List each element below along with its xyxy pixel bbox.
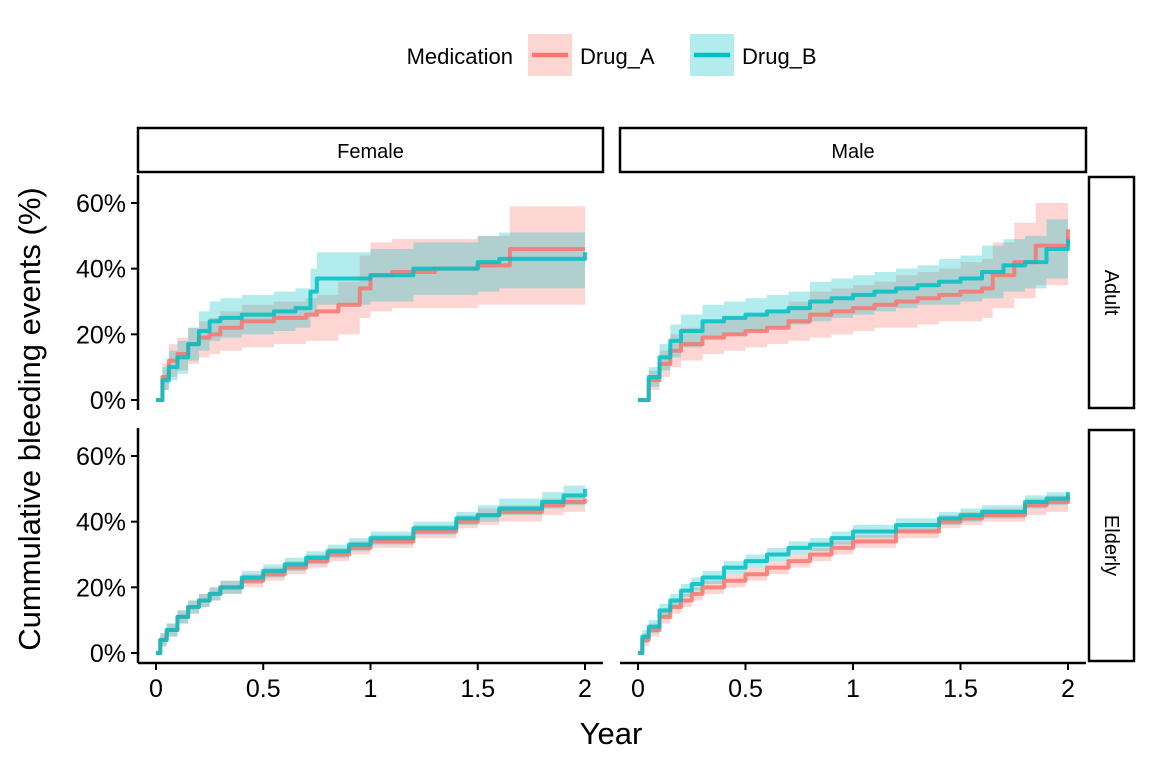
series-line-drug-b <box>638 239 1070 402</box>
series-line-drug-a <box>638 229 1070 402</box>
facet-strip-adult: Adult <box>1087 175 1136 410</box>
legend: Medication Drug_A Drug_B <box>407 34 817 76</box>
y-tick-label: 0% <box>90 387 126 415</box>
y-tick-label: 40% <box>76 509 126 537</box>
x-tick-label: 0.5 <box>728 675 763 703</box>
x-tick-label: 1.5 <box>460 675 495 703</box>
series-line-drug-a <box>638 495 1070 655</box>
x-axis-title: Year <box>580 716 643 751</box>
panel-male-adult <box>638 189 1070 402</box>
legend-label: Drug_A <box>580 44 655 69</box>
y-tick-label: 20% <box>76 321 126 349</box>
ci-band-drug-a <box>156 206 585 400</box>
y-tick-label: 0% <box>90 640 126 668</box>
legend-key-drug-b <box>690 34 734 76</box>
facet-strip-male: Male <box>618 126 1088 174</box>
x-tick-label: 0 <box>631 675 645 703</box>
strip-box <box>136 126 605 174</box>
series-line-drug-b <box>638 492 1070 655</box>
panel-female-adult <box>156 206 587 402</box>
series-line-drug-b <box>156 488 587 655</box>
panel-male-elderly <box>638 485 1070 655</box>
x-tick-label: 1.5 <box>943 675 978 703</box>
x-tick-label: 2 <box>1061 675 1075 703</box>
y-tick-label: 60% <box>76 190 126 218</box>
strip-box <box>1087 428 1136 663</box>
strip-label: Elderly <box>1100 515 1122 576</box>
x-tick-label: 0.5 <box>246 675 281 703</box>
x-tick-label: 1 <box>846 675 860 703</box>
facet-strip-female: Female <box>136 126 605 174</box>
series-line-drug-a <box>156 498 587 655</box>
y-axis-title: Cummulative bleeding events (%) <box>12 187 47 651</box>
y-tick-label: 60% <box>76 443 126 471</box>
ci-band-drug-b <box>638 209 1068 400</box>
y-tick-label: 20% <box>76 574 126 602</box>
ci-band-drug-b <box>156 478 585 653</box>
strip-box <box>1087 175 1136 410</box>
series-line-drug-b <box>156 252 587 402</box>
y-tick-label: 40% <box>76 256 126 284</box>
legend-label: Drug_B <box>742 44 817 69</box>
x-tick-label: 2 <box>578 675 592 703</box>
x-tick-label: 1 <box>364 675 378 703</box>
strip-label: Adult <box>1100 270 1122 316</box>
x-tick-label: 0 <box>149 675 163 703</box>
facet-strip-elderly: Elderly <box>1087 428 1136 663</box>
strip-label: Female <box>337 141 404 163</box>
strip-label: Male <box>831 141 874 163</box>
legend-title: Medication <box>407 44 513 69</box>
strip-box <box>618 126 1088 174</box>
ci-band-drug-a <box>156 492 585 653</box>
legend-key-drug-a <box>528 34 572 76</box>
panel-female-elderly <box>156 478 587 655</box>
